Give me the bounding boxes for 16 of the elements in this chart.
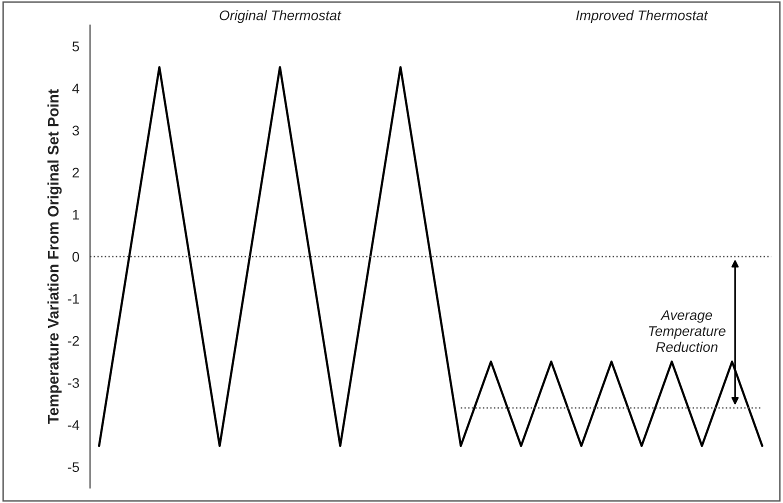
y-tick-label: 0 xyxy=(72,252,80,262)
y-tick-label: 4 xyxy=(72,84,80,94)
y-tick-label: -5 xyxy=(68,462,80,472)
line-series xyxy=(98,66,764,447)
text: Improved Thermostat xyxy=(576,10,708,24)
text: Original Thermostat xyxy=(220,10,342,24)
annotation: Average Temperature Reduction xyxy=(648,310,726,352)
y-axis-title: Temperature Variation From Original Set Point xyxy=(47,89,62,424)
y-tick-label: 1 xyxy=(72,210,79,220)
y-tick-label: -4 xyxy=(68,420,80,430)
y-tick-label: -1 xyxy=(68,294,79,304)
y-tick-label: -2 xyxy=(68,336,79,346)
y-tick-label: -3 xyxy=(68,378,80,388)
y-tick-label: 2 xyxy=(72,168,79,178)
y-tick-label: 3 xyxy=(72,126,80,136)
y-tick-label: 5 xyxy=(72,42,80,52)
